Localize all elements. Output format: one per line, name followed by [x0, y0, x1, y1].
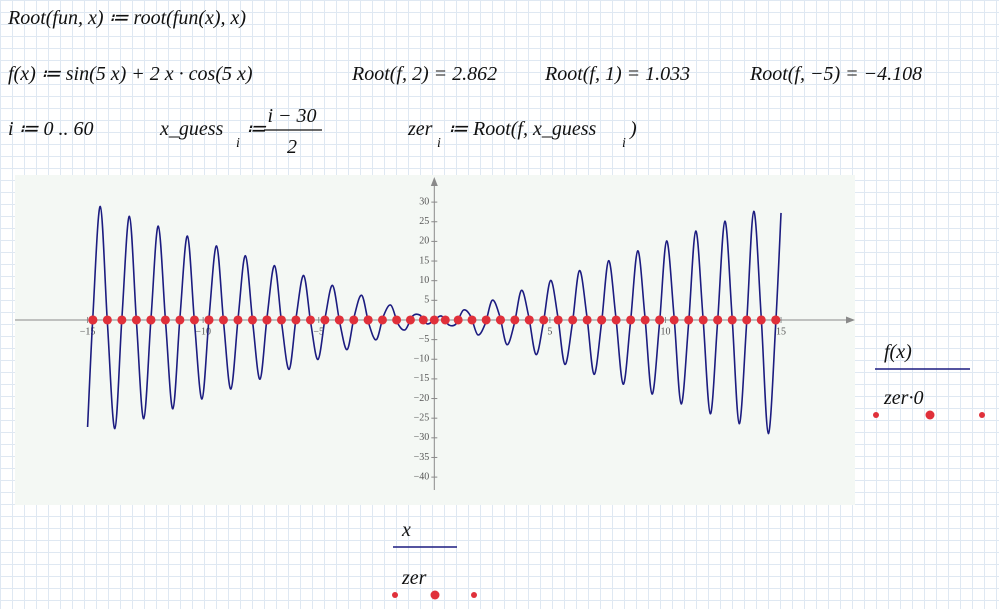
zero-point [495, 315, 505, 325]
formula: Root(fun, x) ≔ root(fun(x), x) [7, 7, 246, 29]
zero-point [510, 315, 520, 325]
y-tick-label: 10 [419, 275, 429, 286]
denominator: 2 [287, 136, 297, 158]
x-tick-label: −10 [195, 326, 211, 337]
y-tick-label: −5 [419, 334, 430, 345]
y-tick-label: 5 [424, 295, 429, 306]
x-trace-label: zer [401, 567, 427, 589]
x-axis-arrow [846, 316, 855, 324]
zero-point [568, 315, 578, 325]
y-tick-label: −10 [414, 354, 430, 365]
zero-point [320, 315, 330, 325]
zero-point [771, 315, 781, 325]
zero-point [117, 315, 127, 325]
formula: ≔ Root(f, x_guess [448, 118, 597, 140]
zero-point [189, 315, 199, 325]
zero-point [756, 315, 766, 325]
y-tick-label: −40 [414, 471, 430, 482]
zero-point [539, 315, 549, 325]
zero-point [669, 315, 679, 325]
x-tick-label: 5 [547, 326, 552, 337]
y-axis-arrow [430, 177, 438, 186]
zero-point [146, 315, 156, 325]
zero-point [611, 315, 621, 325]
y-tick-label: 15 [419, 255, 429, 266]
zero-point [276, 315, 286, 325]
zero-point [218, 315, 228, 325]
formula: x_guess [159, 118, 224, 140]
x-trace-label: x [401, 519, 411, 541]
zero-point [698, 315, 708, 325]
y-tick-label: 30 [419, 196, 429, 207]
y-tick-label: −35 [414, 452, 430, 463]
zero-point [305, 315, 315, 325]
legend-dot [471, 592, 477, 598]
y-trace-label: zer·0 [883, 387, 923, 409]
numerator: i − 30 [267, 105, 316, 127]
zero-point [453, 315, 463, 325]
legend-dot [392, 592, 398, 598]
zero-point [175, 315, 185, 325]
zero-point [204, 315, 214, 325]
legend-dot [873, 412, 879, 418]
formula: zer [407, 118, 433, 140]
legend-dot [925, 410, 935, 420]
y-tick-label: −15 [414, 373, 430, 384]
formula: Root(f, −5) = −4.108 [749, 63, 922, 85]
zero-point [88, 315, 98, 325]
zero-point [349, 315, 359, 325]
formula: Root(f, 1) = 1.033 [544, 63, 690, 85]
zero-point [626, 315, 636, 325]
zero-point [418, 315, 428, 325]
zero-point [727, 315, 737, 325]
zero-point [429, 315, 439, 325]
y-tick-label: −25 [414, 412, 430, 423]
zero-point [481, 315, 491, 325]
zero-point [131, 315, 141, 325]
zero-point [440, 315, 450, 325]
zero-point [553, 315, 563, 325]
zero-point [262, 315, 272, 325]
zero-point [405, 315, 415, 325]
x-tick-label: −15 [80, 326, 96, 337]
legend-dot [430, 590, 440, 600]
zero-point [291, 315, 301, 325]
zero-point [233, 315, 243, 325]
y-tick-label: 20 [419, 236, 429, 247]
subscript: i [437, 136, 441, 151]
formula: ) [629, 118, 637, 140]
zero-point [640, 315, 650, 325]
y-tick-label: 25 [419, 216, 429, 227]
y-tick-label: −30 [414, 432, 430, 443]
zero-point [392, 315, 402, 325]
zero-point [742, 315, 752, 325]
formula: ≔ [246, 118, 267, 140]
subscript: i [236, 136, 240, 151]
zero-point [334, 315, 344, 325]
legend-dot [979, 412, 985, 418]
x-tick-label: 15 [776, 326, 786, 337]
zero-point [684, 315, 694, 325]
zero-point [713, 315, 723, 325]
zero-point [582, 315, 592, 325]
x-tick-label: −5 [313, 326, 324, 337]
zero-point [377, 315, 387, 325]
formula: i ≔ 0 .. 60 [8, 118, 94, 140]
x-tick-label: 10 [660, 326, 670, 337]
subscript: i [622, 136, 626, 151]
zero-point [597, 315, 607, 325]
zero-point [102, 315, 112, 325]
zero-point [160, 315, 170, 325]
y-tick-label: −20 [414, 393, 430, 404]
zero-point [655, 315, 665, 325]
zero-point [247, 315, 257, 325]
zero-point [467, 315, 477, 325]
formula: f(x) ≔ sin(5 x) + 2 x · cos(5 x) [8, 63, 253, 85]
formula: Root(f, 2) = 2.862 [351, 63, 497, 85]
zero-point [363, 315, 373, 325]
zero-point [524, 315, 534, 325]
y-trace-label: f(x) [884, 341, 912, 363]
